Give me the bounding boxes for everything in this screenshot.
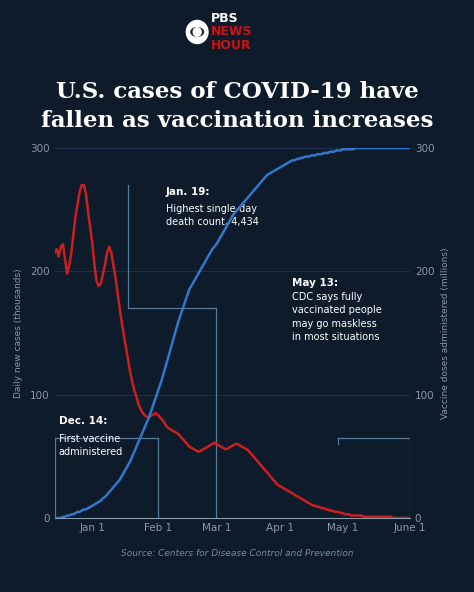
Circle shape	[193, 28, 201, 36]
Ellipse shape	[191, 28, 203, 36]
Text: Dec. 14:: Dec. 14:	[59, 416, 107, 426]
Text: Jan. 19:: Jan. 19:	[166, 188, 210, 198]
Text: NEWS: NEWS	[211, 25, 253, 38]
Text: First vaccine
administered: First vaccine administered	[59, 434, 123, 458]
Text: Highest single-day
death count, 4,434: Highest single-day death count, 4,434	[166, 204, 259, 227]
Text: HOUR: HOUR	[211, 39, 252, 52]
Text: Source: Centers for Disease Control and Prevention: Source: Centers for Disease Control and …	[121, 549, 353, 558]
Text: May 13:: May 13:	[292, 278, 338, 288]
Circle shape	[186, 21, 208, 43]
Text: CDC says fully
vaccinated people
may go maskless
in most situations: CDC says fully vaccinated people may go …	[292, 292, 382, 342]
Y-axis label: Vaccine doses administered (millions): Vaccine doses administered (millions)	[441, 247, 450, 419]
Y-axis label: Daily new cases (thousands): Daily new cases (thousands)	[14, 268, 23, 398]
Text: PBS: PBS	[211, 12, 238, 25]
Text: U.S. cases of COVID-19 have: U.S. cases of COVID-19 have	[55, 81, 419, 103]
Text: fallen as vaccination increases: fallen as vaccination increases	[41, 110, 433, 133]
